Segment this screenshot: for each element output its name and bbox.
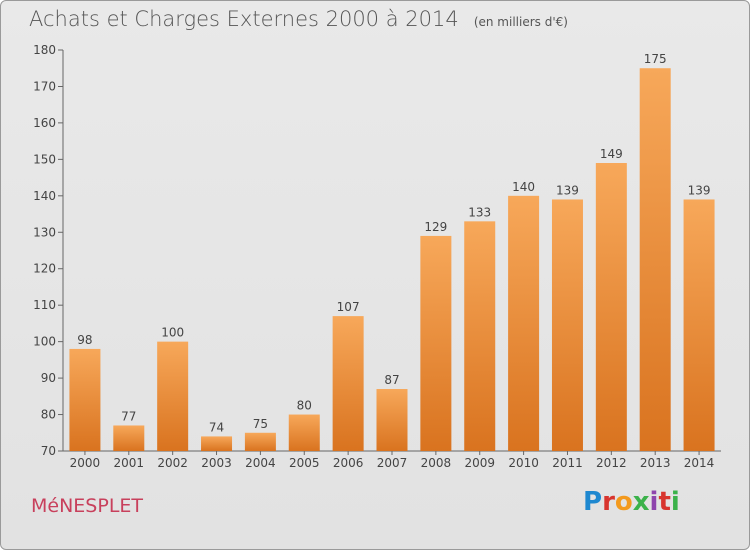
bar [288, 414, 320, 451]
bar [420, 235, 452, 451]
logo-letter: x [632, 487, 650, 517]
x-tick-label: 2005 [289, 456, 320, 470]
y-tick-label: 150 [33, 152, 56, 166]
y-tick-label: 100 [33, 335, 56, 349]
bar [464, 221, 496, 451]
data-label: 139 [688, 183, 711, 197]
bar [551, 199, 583, 451]
y-tick-label: 170 [33, 79, 56, 93]
x-tick-label: 2010 [508, 456, 539, 470]
y-tick-label: 160 [33, 116, 56, 130]
y-tick-label: 110 [33, 298, 56, 312]
data-label: 129 [424, 220, 447, 234]
x-tick-label: 2001 [114, 456, 145, 470]
bar [508, 195, 540, 451]
axis-layer: 70 80 90 100 110 120 130 140 150 160 170 180 [33, 43, 721, 458]
data-label: 74 [209, 420, 224, 434]
bar [683, 199, 715, 451]
x-tick-label: 2013 [640, 456, 671, 470]
y-tick-label: 180 [33, 43, 56, 57]
x-tick-label: 2000 [70, 456, 101, 470]
x-tick-label: 2012 [596, 456, 627, 470]
data-label: 75 [253, 417, 268, 431]
data-label: 133 [468, 205, 491, 219]
bar [113, 425, 145, 451]
bar [157, 341, 189, 451]
title-row: Achats et Charges Externes 2000 à 2014 (… [29, 7, 568, 31]
x-tick-label: 2007 [377, 456, 408, 470]
logo-letter: o [614, 487, 633, 517]
x-tick-label: 2011 [552, 456, 583, 470]
y-tick-label: 90 [41, 371, 56, 385]
x-tick-label: 2003 [201, 456, 232, 470]
y-tick-label: 80 [41, 408, 56, 422]
data-label: 107 [337, 300, 360, 314]
x-tick-label: 2006 [333, 456, 364, 470]
y-tick-label: 130 [33, 225, 56, 239]
data-label: 100 [161, 326, 184, 340]
logo-letter: r [602, 487, 615, 517]
bar [595, 163, 627, 451]
bar [69, 348, 101, 451]
bar [332, 316, 364, 451]
data-label: 175 [644, 52, 667, 66]
data-label: 139 [556, 183, 579, 197]
labels-layer: 2000 98 2001 77 2002 100 2003 74 2004 75 2005 80 200… [70, 52, 715, 470]
data-label: 149 [600, 147, 623, 161]
bar [244, 432, 276, 451]
data-label: 77 [121, 409, 136, 423]
logo-letter: P [583, 487, 603, 517]
logo-letter: i [670, 487, 680, 517]
data-label: 80 [297, 399, 312, 413]
y-tick-label: 140 [33, 189, 56, 203]
chart-title: Achats et Charges Externes 2000 à 2014 [29, 7, 459, 31]
commune-name: MéNESPLET [31, 495, 144, 517]
chart-subtitle: (en milliers d'€) [473, 15, 568, 29]
logo-letter: t [658, 487, 671, 517]
bar [201, 436, 233, 451]
y-tick-label: 120 [33, 262, 56, 276]
y-tick-label: 70 [41, 444, 56, 458]
proxiti-logo: Proxiti [583, 487, 680, 517]
data-label: 140 [512, 180, 535, 194]
data-label: 98 [77, 333, 92, 347]
x-tick-label: 2009 [464, 456, 495, 470]
logo-letter: i [649, 487, 659, 517]
bar [639, 68, 671, 452]
x-tick-label: 2002 [157, 456, 188, 470]
x-tick-label: 2004 [245, 456, 276, 470]
data-label: 87 [384, 373, 399, 387]
bar [376, 389, 408, 451]
x-tick-label: 2008 [421, 456, 452, 470]
bars-layer [69, 68, 715, 452]
x-tick-label: 2014 [684, 456, 715, 470]
